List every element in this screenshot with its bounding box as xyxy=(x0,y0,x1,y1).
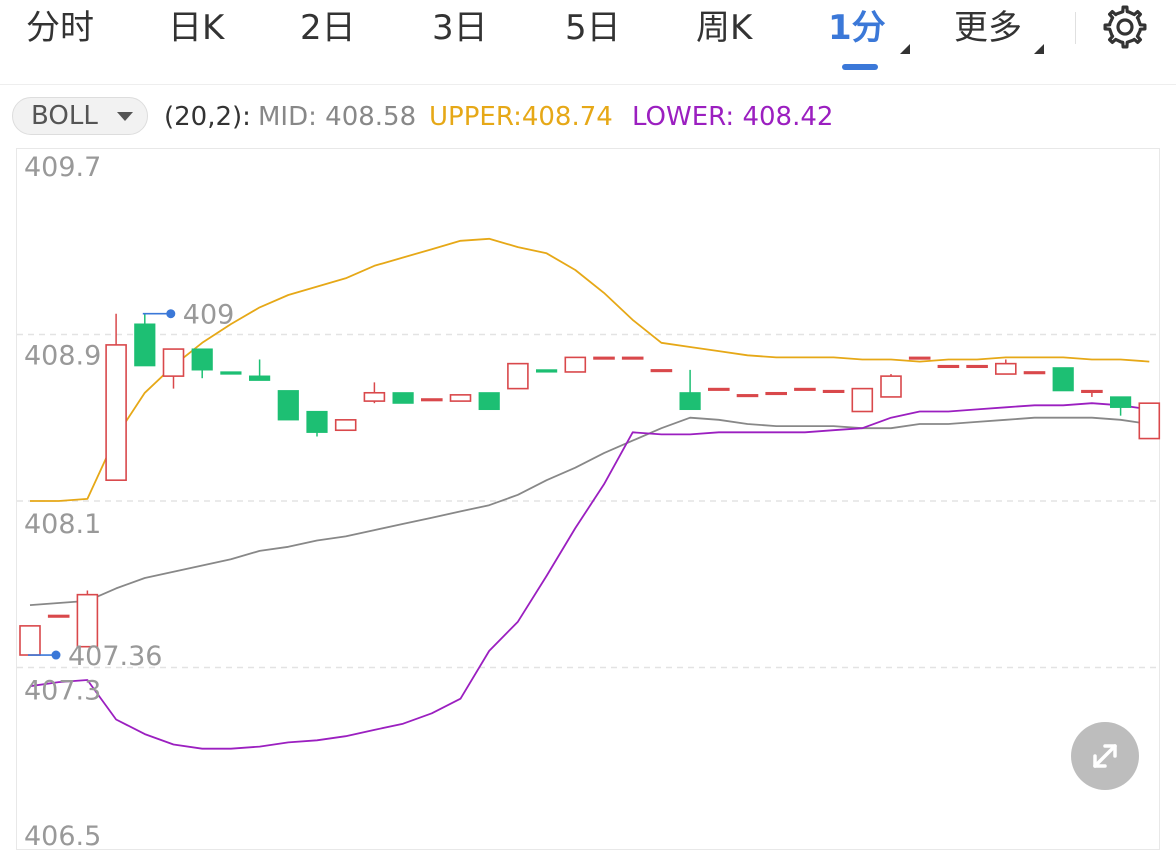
candle-body-up xyxy=(822,389,845,393)
boll-mid-line xyxy=(29,416,1150,606)
candle-body-down xyxy=(249,375,271,381)
gear-outline xyxy=(1103,5,1147,49)
candle-body-up xyxy=(1023,371,1046,375)
candle-body-up xyxy=(908,356,931,360)
candle-body-up xyxy=(880,375,902,398)
chart-frame xyxy=(16,148,1160,850)
tab-1-minute[interactable]: 1分 xyxy=(828,8,886,48)
indicator-select[interactable]: BOLL xyxy=(12,97,148,135)
candle-body-down xyxy=(220,371,242,375)
candle-body-up xyxy=(650,369,673,373)
candle-body-down xyxy=(1052,367,1074,392)
y-tick-label: 407.3 xyxy=(24,676,101,707)
boll-lower-line xyxy=(29,402,1150,750)
candle-body-up xyxy=(420,398,443,402)
candle-body-down xyxy=(277,390,299,421)
y-tick-label: 409.7 xyxy=(24,152,101,183)
candle-body-up xyxy=(76,593,99,648)
candle-body-down xyxy=(191,348,213,371)
tab-3-day[interactable]: 3日 xyxy=(432,8,488,48)
candle-body-up xyxy=(593,356,615,360)
y-tick-label: 406.5 xyxy=(24,821,101,852)
tab-daily-k[interactable]: 日K xyxy=(168,8,225,48)
candle-body-up xyxy=(736,394,759,398)
min-price-dot xyxy=(51,650,61,660)
gear-icon xyxy=(1103,5,1147,49)
y-tick-label: 408.1 xyxy=(24,509,101,540)
expand-arrows-icon xyxy=(1093,744,1117,768)
tab-5-day[interactable]: 5日 xyxy=(565,8,621,48)
candle-body-up xyxy=(449,394,472,402)
candle-body-up xyxy=(507,362,529,390)
boll-mid-value: MID: 408.58 xyxy=(258,102,417,132)
indicator-bar: BOLL (20,2): MID: 408.58 UPPER:408.74 LO… xyxy=(0,92,1176,142)
settings-button[interactable] xyxy=(1102,4,1148,50)
candle-body-up xyxy=(937,364,960,369)
candle-body-down xyxy=(535,369,558,373)
candle-body-up xyxy=(1081,389,1103,393)
tab-divider xyxy=(1075,12,1076,44)
indicator-select-label: BOLL xyxy=(31,101,98,131)
fullscreen-button[interactable] xyxy=(1071,722,1139,790)
candle-body-up xyxy=(105,344,127,481)
candle-body-up xyxy=(564,356,587,373)
max-price-label: 409 xyxy=(183,300,235,331)
period-tab-bar: 分时 日K 2日 3日 5日 周K 1分 更多 xyxy=(0,0,1176,85)
tab-intraday[interactable]: 分时 xyxy=(26,8,94,48)
candle-body-down xyxy=(478,392,500,411)
boll-upper-value: UPPER:408.74 xyxy=(429,102,613,132)
active-tab-indicator xyxy=(842,64,878,70)
caret-down-icon xyxy=(117,112,133,121)
y-tick-label: 408.9 xyxy=(24,341,101,372)
tab-weekly-k[interactable]: 周K xyxy=(696,8,753,48)
candle-body-up xyxy=(162,348,185,377)
candle-body-up xyxy=(707,387,730,391)
candle-body-up xyxy=(851,387,874,413)
min-price-label: 407.36 xyxy=(68,641,162,672)
candle-body-up xyxy=(765,391,788,396)
boll-lower-value: LOWER: 408.42 xyxy=(632,102,834,132)
candle-body-down xyxy=(306,410,328,433)
dropdown-corner-icon xyxy=(1034,44,1044,54)
candle-body-up xyxy=(621,356,644,360)
boll-upper-line xyxy=(30,237,1150,502)
candle-body-up xyxy=(994,362,1017,375)
tab-2-day[interactable]: 2日 xyxy=(300,8,356,48)
tab-more[interactable]: 更多 xyxy=(954,8,1022,48)
candle-body-up xyxy=(19,625,41,656)
candle-body-down xyxy=(134,323,156,367)
candle-body-up xyxy=(334,419,357,432)
candle-body-down xyxy=(1109,396,1132,408)
dropdown-corner-icon xyxy=(900,44,910,54)
candle-body-up xyxy=(966,364,988,369)
candle-body-down xyxy=(392,392,414,404)
candle-body-down xyxy=(679,392,701,411)
candle-body-up xyxy=(794,387,816,391)
candle-body-up xyxy=(1138,402,1161,440)
indicator-params: (20,2): xyxy=(164,102,251,132)
candle-body-up xyxy=(47,614,70,618)
candle-body-up xyxy=(363,391,386,402)
max-price-dot xyxy=(166,309,176,319)
